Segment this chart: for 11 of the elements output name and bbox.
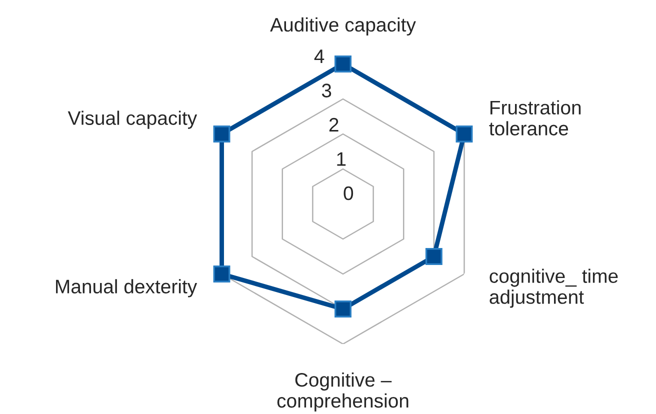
spoke-label: Frustration tolerance: [489, 100, 581, 136]
spoke-label: Manual dexterity: [56, 279, 198, 298]
spoke-label: cognitive_ time adjustment: [490, 268, 618, 308]
y-tick-label: 0: [344, 186, 354, 200]
y-tick-label: 1: [337, 152, 346, 166]
spoke-label: Cognitive – comprehension: [277, 372, 408, 412]
y-tick-label: 2: [329, 118, 338, 132]
y-tick-label: 4: [314, 50, 324, 64]
spoke-label: Auditive capacity: [270, 17, 416, 36]
spoke-label: Visual capacity: [68, 110, 198, 129]
y-tick-label: 3: [322, 84, 332, 98]
